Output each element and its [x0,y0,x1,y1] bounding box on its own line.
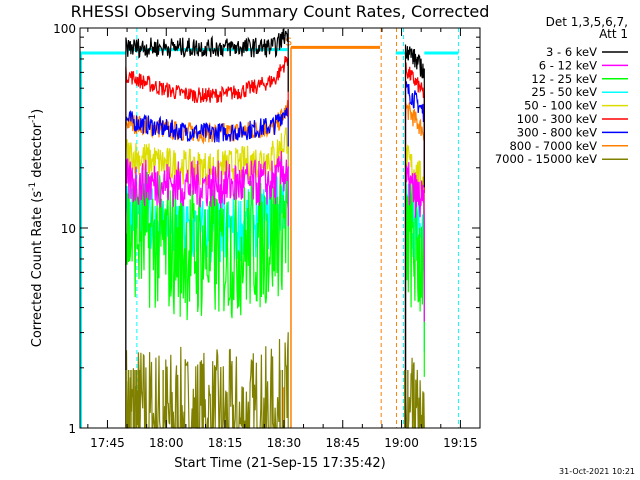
legend-label-4: 50 - 100 keV [524,99,597,113]
y-label-sup2: -1 [28,114,38,123]
series-5-segment-2 [404,62,425,428]
y-axis-label: Corrected Count Rate (s-1 detector-1) [28,109,45,347]
legend-label-6: 300 - 800 keV [517,125,597,139]
series-1-segment-1 [125,150,289,428]
x-axis-label: Start Time (21-Sep-15 17:35:42) [174,456,385,471]
series-6-segment-2 [404,80,425,428]
legend-label-5: 100 - 300 keV [517,112,597,126]
series-0 [125,28,425,428]
series-4-segment-1 [125,127,289,428]
series-2-segment-2 [404,180,425,428]
series-2 [125,158,425,428]
legend-label-8: 7000 - 15000 keV [495,152,597,166]
legend-label-7: 800 - 7000 keV [509,139,597,153]
svg-text:Corrected Count Rate (s-1 dete: Corrected Count Rate (s-1 detector-1) [28,109,45,347]
x-tick-label-4: 18:45 [325,436,360,450]
y-label-end: ) [30,109,45,114]
y-label-main: Corrected Count Rate (s [30,191,45,348]
x-tick-label-5: 19:00 [384,436,419,450]
chart-title: RHESSI Observing Summary Count Rates, Co… [71,2,490,21]
legend-label-1: 6 - 12 keV [539,58,597,72]
series-8 [125,332,425,429]
y-tick-label-2: 100 [53,22,76,36]
legend-label-0: 3 - 6 keV [546,45,597,59]
series-0-segment-1 [125,28,289,428]
axis-layer: 1 10 100 17:45 18:00 18:15 18:30 18:45 19:00 19:1… [53,22,481,450]
x-tick-label-1: 18:00 [149,436,184,450]
footer-timestamp: 31-Oct-2021 10:21 [559,467,635,476]
legend-label-3: 25 - 50 keV [531,85,597,99]
data-layer: S [80,28,459,429]
y-tick-label-1: 10 [61,222,76,236]
y-label-mid: detector [30,122,45,182]
series-6-segment-1 [125,100,289,428]
series-1 [125,150,425,428]
series-5 [125,55,425,428]
y-tick-label-0: 1 [68,422,76,436]
x-tick-label-6: 19:15 [443,436,478,450]
series-8-segment-1 [125,332,289,429]
legend-label-2: 12 - 25 keV [531,72,597,86]
series-0-segment-2 [404,44,425,428]
series-1-segment-2 [404,162,425,428]
y-label-sup1: -1 [28,182,38,191]
series-6 [125,80,425,428]
x-tick-label-0: 17:45 [90,436,125,450]
x-tick-label-3: 18:30 [267,436,302,450]
series-7-segment-2 [404,102,425,428]
series-5-segment-1 [125,55,289,428]
legend-header-1: Det 1,3,5,6,7, [546,15,628,29]
x-tick-label-2: 18:15 [208,436,243,450]
series-2-segment-1 [125,158,289,428]
legend-header-2: Att 1 [599,27,628,41]
